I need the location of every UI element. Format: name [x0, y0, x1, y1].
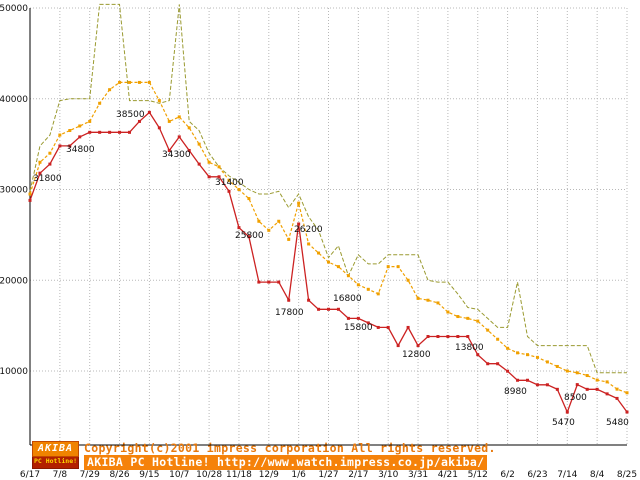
svg-text:15800: 15800 — [344, 323, 373, 333]
svg-text:13800: 13800 — [455, 343, 484, 353]
akiba-logo-bottom-text: PC Hotline! — [32, 457, 79, 469]
svg-text:6/17: 6/17 — [20, 470, 40, 480]
svg-text:40000: 40000 — [0, 95, 28, 105]
svg-text:34300: 34300 — [162, 150, 191, 160]
svg-text:5480: 5480 — [606, 418, 629, 428]
svg-text:8980: 8980 — [504, 387, 527, 397]
svg-text:6/23: 6/23 — [527, 470, 547, 480]
svg-text:25800: 25800 — [235, 231, 264, 241]
svg-text:31800: 31800 — [33, 174, 62, 184]
svg-text:17800: 17800 — [275, 308, 304, 318]
svg-text:3/31: 3/31 — [408, 470, 428, 480]
svg-text:4/21: 4/21 — [438, 470, 458, 480]
svg-text:11/18: 11/18 — [226, 470, 252, 480]
akiba-logo: AKIBA PC Hotline! — [32, 441, 79, 469]
svg-text:5/12: 5/12 — [468, 470, 488, 480]
svg-text:31400: 31400 — [215, 178, 244, 188]
svg-text:50000: 50000 — [0, 4, 28, 14]
svg-text:8/4: 8/4 — [590, 470, 605, 480]
svg-text:5470: 5470 — [552, 418, 575, 428]
svg-text:3/10: 3/10 — [378, 470, 398, 480]
svg-text:8/25: 8/25 — [617, 470, 637, 480]
svg-text:26200: 26200 — [294, 225, 323, 235]
svg-text:12/9: 12/9 — [259, 470, 279, 480]
x-axis-labels: 6/17 7/8 7/29 8/26 9/15 10/7 10/28 11/18 12/9 1/6… — [20, 470, 637, 480]
value-annotations: 31800 34800 38500 34300 31400 25800 17800 26200… — [33, 110, 629, 428]
copyright-text: Copyright(c)2001 impress corporation All… — [84, 441, 496, 455]
highest-price-line — [29, 3, 627, 374]
svg-text:34800: 34800 — [66, 145, 95, 155]
svg-text:10/28: 10/28 — [196, 470, 222, 480]
gridlines — [29, 7, 628, 445]
site-link[interactable]: AKIBA PC Hotline! http://www.watch.impre… — [84, 455, 488, 470]
y-axis-labels: 10000 20000 30000 40000 50000 — [0, 4, 28, 377]
svg-text:10/7: 10/7 — [169, 470, 189, 480]
highest-price-series — [29, 3, 627, 374]
svg-text:2/17: 2/17 — [348, 470, 368, 480]
svg-text:12800: 12800 — [402, 350, 431, 360]
lowest-price-series — [28, 110, 629, 414]
svg-text:1/27: 1/27 — [318, 470, 338, 480]
svg-text:8500: 8500 — [564, 393, 587, 403]
svg-text:20000: 20000 — [0, 276, 28, 286]
axes — [29, 8, 627, 446]
svg-text:7/29: 7/29 — [80, 470, 100, 480]
average-price-series — [28, 80, 629, 395]
svg-text:7/14: 7/14 — [557, 470, 577, 480]
footer: AKIBA PC Hotline! Copyright(c)2001 impre… — [32, 441, 496, 470]
svg-text:6/2: 6/2 — [500, 470, 514, 480]
svg-text:38500: 38500 — [116, 110, 145, 120]
svg-text:9/15: 9/15 — [139, 470, 159, 480]
svg-text:10000: 10000 — [0, 367, 28, 377]
akiba-logo-top-text: AKIBA — [32, 441, 79, 457]
svg-text:8/26: 8/26 — [109, 470, 129, 480]
svg-text:7/8: 7/8 — [53, 470, 68, 480]
footer-text: Copyright(c)2001 impress corporation All… — [84, 441, 496, 470]
svg-text:16800: 16800 — [333, 294, 362, 304]
svg-text:30000: 30000 — [0, 186, 28, 196]
svg-text:1/6: 1/6 — [291, 470, 306, 480]
